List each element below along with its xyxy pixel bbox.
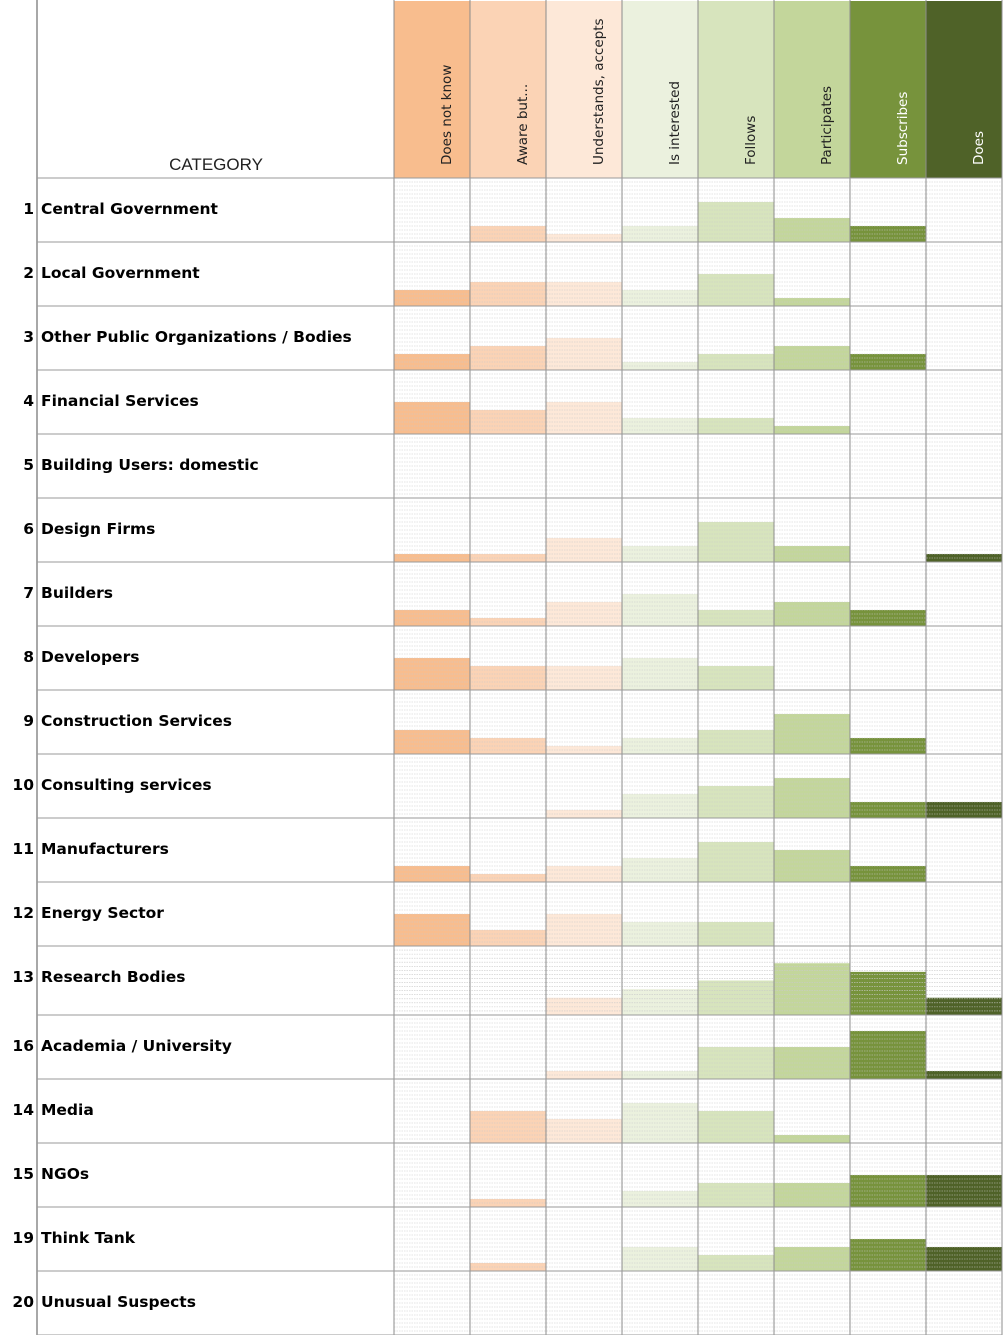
bar-13-3 — [546, 997, 622, 1015]
level-label: Subscribes — [895, 91, 911, 165]
row-category-name: Unusual Suspects — [41, 1293, 196, 1311]
bar-10-5 — [698, 786, 774, 818]
bar-15-5 — [698, 1183, 774, 1207]
bar-13-5 — [698, 980, 774, 1015]
row-number: 2 — [23, 264, 34, 282]
bar-13-6 — [774, 963, 850, 1015]
row-category-name: Building Users: domestic — [41, 456, 259, 474]
level-header-cell — [546, 1, 622, 178]
bar-16-5 — [698, 1047, 774, 1079]
row-number: 13 — [12, 968, 34, 986]
category-header: CATEGORY — [169, 155, 263, 174]
bar-12-5 — [698, 922, 774, 946]
row-category-name: Construction Services — [41, 712, 233, 730]
row-number: 9 — [23, 712, 34, 730]
row-number: 12 — [12, 904, 34, 922]
level-header-cell — [774, 1, 850, 178]
level-header-cell — [622, 1, 698, 178]
row-number: 10 — [12, 776, 34, 794]
row-number: 16 — [12, 1037, 34, 1055]
row-category-name: NGOs — [41, 1165, 90, 1183]
row-category-name: Local Government — [41, 264, 200, 282]
bar-13-7 — [850, 971, 926, 1015]
row-number: 7 — [23, 584, 34, 602]
bar-2-5 — [698, 274, 774, 306]
row-category-name: Central Government — [41, 200, 218, 218]
level-label: Does not know — [439, 64, 455, 165]
row-category-name: Media — [41, 1101, 94, 1119]
bar-1-5 — [698, 202, 774, 242]
row-number: 5 — [23, 456, 34, 474]
level-label: Does — [971, 131, 987, 165]
row-number: 20 — [12, 1293, 34, 1311]
bar-14-5 — [698, 1111, 774, 1143]
row-number: 8 — [23, 648, 34, 666]
level-header-cell — [850, 1, 926, 178]
row-category-name: Research Bodies — [41, 968, 186, 986]
level-header-cells — [394, 1, 1002, 178]
bar-11-5 — [698, 842, 774, 882]
row-category-name: Energy Sector — [41, 904, 164, 922]
row-number: 1 — [23, 200, 34, 218]
bar-6-5 — [698, 522, 774, 562]
row-number: 14 — [12, 1101, 34, 1119]
row-category-name: Builders — [41, 584, 113, 602]
row-number: 4 — [23, 392, 34, 410]
row-category-name: Design Firms — [41, 520, 156, 538]
level-label: Aware but... — [515, 83, 531, 165]
row-category-name: Think Tank — [41, 1229, 136, 1247]
row-category-name: Developers — [41, 648, 140, 666]
level-header-cell — [394, 1, 470, 178]
bar-13-8 — [926, 997, 1002, 1015]
row-category-name: Manufacturers — [41, 840, 169, 858]
row-number: 6 — [23, 520, 34, 538]
level-label: Understands, accepts — [591, 18, 607, 165]
row-number: 19 — [12, 1229, 34, 1247]
level-label: Follows — [743, 115, 759, 165]
bar-8-5 — [698, 666, 774, 690]
level-label: Participates — [819, 85, 835, 165]
row-category-name: Other Public Organizations / Bodies — [41, 328, 352, 346]
row-category-name: Financial Services — [41, 392, 199, 410]
level-header-cell — [470, 1, 546, 178]
level-header-cell — [926, 1, 1002, 178]
level-header-cell — [698, 1, 774, 178]
row-number: 15 — [12, 1165, 34, 1183]
level-label: Is interested — [667, 81, 683, 165]
row-number: 11 — [12, 840, 34, 858]
table-borders — [36, 0, 1003, 1335]
bar-9-5 — [698, 730, 774, 754]
row-category-name: Academia / University — [41, 1037, 232, 1055]
row-number: 3 — [23, 328, 34, 346]
row-category-name: Consulting services — [41, 776, 212, 794]
